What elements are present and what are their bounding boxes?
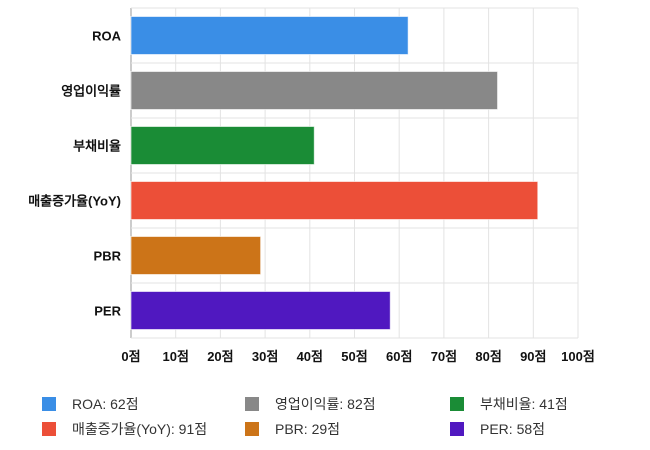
legend-swatch	[245, 422, 259, 436]
x-tick-label: 60점	[386, 349, 412, 364]
bar-1	[130, 71, 499, 110]
legend-label: 매출증가율(YoY): 91점	[72, 421, 208, 437]
y-category-label: 매출증가율(YoY)	[28, 194, 121, 209]
legend-swatch	[42, 397, 56, 411]
legend-item[interactable]: ROA: 62점	[42, 394, 139, 414]
legend-item[interactable]: PER: 58점	[450, 419, 545, 439]
legend-item[interactable]: PBR: 29점	[245, 419, 340, 439]
legend-swatch	[42, 422, 56, 436]
legend-item[interactable]: 매출증가율(YoY): 91점	[42, 419, 207, 439]
bar-0	[130, 16, 409, 55]
legend-label: PER: 58점	[480, 421, 546, 437]
y-category-label: 부채비율	[73, 139, 121, 154]
legend-label: 부채비율: 41점	[480, 396, 568, 412]
bar-4	[130, 236, 262, 275]
y-category-label: PBR	[94, 249, 122, 264]
x-tick-label: 90점	[520, 349, 546, 364]
bar-2	[130, 126, 315, 165]
x-tick-label: 10점	[162, 349, 188, 364]
x-tick-label: 100점	[561, 349, 595, 364]
legend-swatch	[450, 397, 464, 411]
bar-3	[130, 181, 539, 220]
legend-swatch	[450, 422, 464, 436]
y-category-label: ROA	[92, 29, 122, 44]
legend-item[interactable]: 영업이익률: 82점	[245, 394, 376, 414]
y-category-label: PER	[94, 304, 121, 319]
legend-item[interactable]: 부채비율: 41점	[450, 394, 568, 414]
x-tick-label: 30점	[252, 349, 278, 364]
x-tick-label: 40점	[297, 349, 323, 364]
x-tick-label: 80점	[475, 349, 501, 364]
legend-label: PBR: 29점	[275, 421, 341, 437]
legend-swatch	[245, 397, 259, 411]
legend-label: 영업이익률: 82점	[275, 396, 376, 412]
x-tick-label: 50점	[341, 349, 367, 364]
x-tick-label: 70점	[431, 349, 457, 364]
x-tick-label: 20점	[207, 349, 233, 364]
bar-chart: 0점 10점 20점 30점 40점 50점 60점 70점 80점 90점 100점 ROA 영업이익…	[28, 7, 595, 364]
legend-label: ROA: 62점	[72, 396, 139, 412]
x-tick-label: 0점	[121, 349, 140, 364]
y-category-label: 영업이익률	[61, 84, 121, 99]
bar-5	[130, 291, 391, 330]
